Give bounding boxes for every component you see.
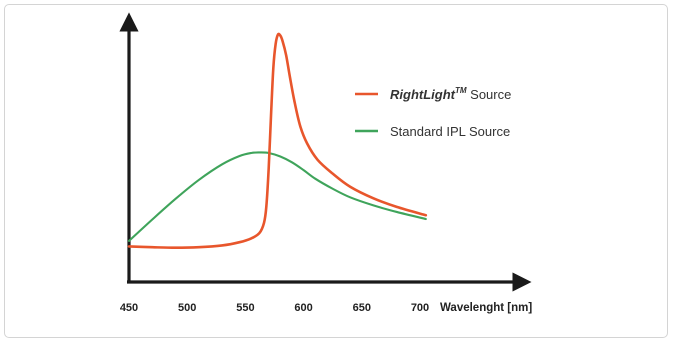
- legend: RightLightTM Source Standard IPL Source: [355, 86, 511, 139]
- x-tick-label-650: 650: [353, 302, 371, 314]
- series-layer: [127, 32, 428, 250]
- x-tick-label-700: 700: [411, 302, 429, 314]
- x-tick-label-600: 600: [294, 302, 312, 314]
- x-tick-label-500: 500: [178, 302, 196, 314]
- x-tick-labels: 450 500 550 600 650 700: [120, 302, 429, 314]
- legend-label-rightlight: RightLightTM Source: [390, 86, 511, 102]
- x-axis-label: Wavelenght [nm]: [440, 302, 532, 314]
- x-tick-label-450: 450: [120, 302, 138, 314]
- x-tick-label-550: 550: [236, 302, 254, 314]
- legend-label-standard-ipl: Standard IPL Source: [390, 124, 510, 139]
- series-line-standard-ipl: [127, 151, 427, 242]
- series-line-rightlight: [127, 32, 428, 250]
